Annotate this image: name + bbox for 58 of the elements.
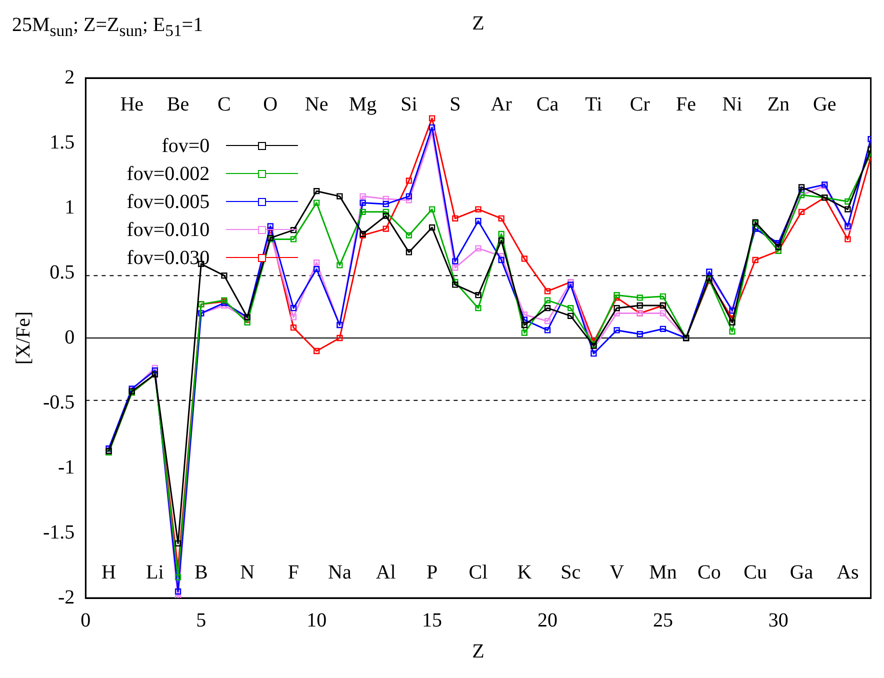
y-tick-label: 1 <box>64 196 75 218</box>
y-tick-label: -1.5 <box>42 521 75 544</box>
y-tick-label: 0 <box>64 326 75 348</box>
annotation: Li <box>146 561 164 584</box>
annotation: O <box>263 93 278 116</box>
annotation: Ge <box>812 93 836 116</box>
annotation: Cr <box>630 93 650 116</box>
annotation: C <box>218 93 231 116</box>
annotation: V <box>610 561 625 584</box>
x-axis-title: Z <box>472 640 484 662</box>
legend-label: fov=0.005 <box>126 190 210 214</box>
y-axis-title: [X/Fe] <box>12 311 34 365</box>
annotation: As <box>836 561 860 584</box>
annotation: N <box>240 561 255 584</box>
annotation: Al <box>376 561 396 584</box>
annotation: Sc <box>560 561 581 584</box>
annotation: Fe <box>676 93 696 116</box>
annotation: Mn <box>649 561 677 584</box>
annotation: P <box>426 561 438 584</box>
x-tick-label: 30 <box>768 609 788 632</box>
annotation: B <box>194 561 208 584</box>
y-tick-label: -0.5 <box>42 391 75 414</box>
annotation: Ni <box>722 93 743 116</box>
y-tick-label: 0.5 <box>50 261 75 284</box>
chart-title: 25M$_{sun}$; Z=Z$_{sun}$; E$_{51}$=1 <box>12 14 204 41</box>
x-tick-label: 15 <box>422 609 442 632</box>
y-tick-label: 1.5 <box>50 131 75 154</box>
annotation: Ti <box>585 93 603 116</box>
annotation: Si <box>400 93 418 116</box>
annotation: Ga <box>790 561 814 584</box>
annotation: Na <box>328 561 352 584</box>
legend-label: fov=0.010 <box>126 218 210 242</box>
annotation: Zn <box>767 93 790 116</box>
legend-label: fov=0.002 <box>126 162 210 186</box>
y-tick-label: 2 <box>64 66 75 88</box>
annotation: H <box>102 561 116 584</box>
x-tick-label: 25 <box>652 609 673 632</box>
annotation: F <box>288 561 300 584</box>
y-tick-label: -2 <box>58 586 75 608</box>
annotation: Co <box>697 561 721 584</box>
x2-axis-title: Z <box>472 12 484 34</box>
y-tick-label: -1 <box>58 456 75 478</box>
annotation: Cl <box>468 561 488 584</box>
annotation: Ar <box>490 93 512 116</box>
legend-label: fov=0.030 <box>126 246 210 270</box>
x-tick-label: 5 <box>196 609 206 632</box>
annotation: He <box>120 93 144 116</box>
annotation: Mg <box>348 93 377 116</box>
annotation: Cu <box>744 561 768 584</box>
x-tick-label: 10 <box>306 609 327 632</box>
annotation: S <box>450 93 461 116</box>
x-tick-label: 20 <box>538 609 558 632</box>
annotation: Be <box>166 93 190 116</box>
legend-label: fov=0 <box>160 134 210 158</box>
annotation: Ne <box>304 93 328 116</box>
annotation: Ca <box>536 93 559 116</box>
annotation: K <box>517 561 532 584</box>
x-tick-label: 0 <box>80 609 91 632</box>
